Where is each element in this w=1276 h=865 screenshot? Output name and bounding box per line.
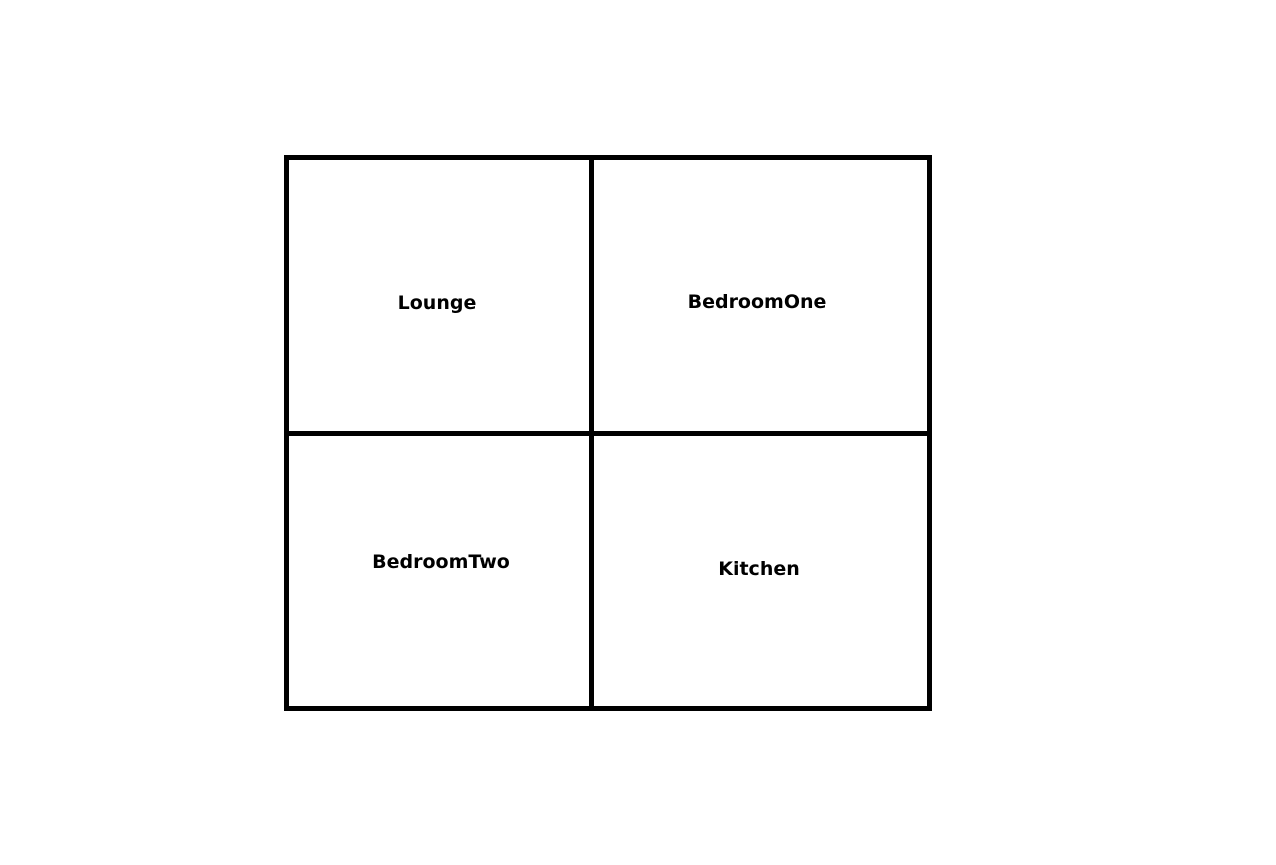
- room-label-lounge: Lounge: [398, 292, 477, 314]
- room-label-bedroom-two: BedroomTwo: [372, 551, 510, 573]
- room-kitchen: [589, 431, 932, 711]
- room-label-kitchen: Kitchen: [718, 558, 800, 580]
- room-label-bedroom-one: BedroomOne: [688, 291, 827, 313]
